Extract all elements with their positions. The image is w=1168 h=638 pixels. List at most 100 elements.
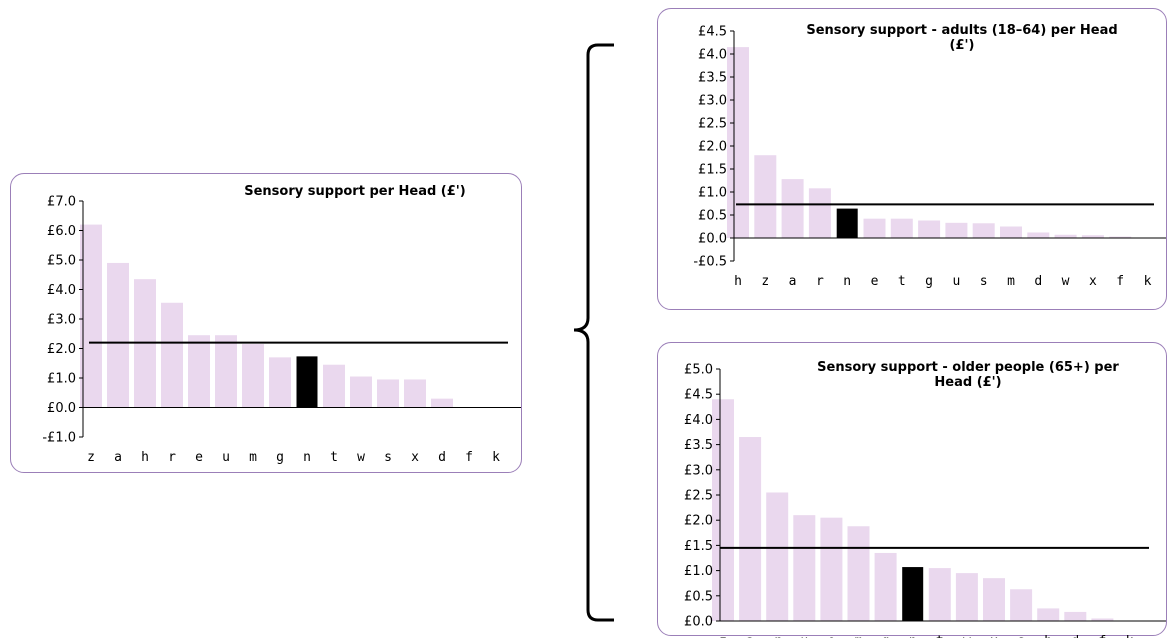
bar-z [712,399,734,621]
category-label-d: d [1071,634,1079,638]
bar-f [1091,618,1114,621]
category-label-n: n [303,450,311,465]
bar-h [727,47,749,238]
y-tick-label: £4.5 [684,388,713,403]
y-tick-label: £2.5 [684,489,713,504]
bar-g [269,357,291,408]
bar-d [1064,611,1087,621]
bar-z [754,155,777,238]
bar-e [820,517,843,621]
category-label-g: g [276,450,284,465]
bar-t [928,568,951,621]
category-label-a: a [789,274,797,289]
bar-u [215,335,237,408]
chart-panel-older: Sensory support - older people (65+) per… [657,342,1167,638]
y-tick-label: £5.0 [684,363,713,378]
y-tick-label: £2.0 [47,342,76,357]
y-tick-label: £0.5 [698,209,727,224]
y-tick-label: £2.0 [684,514,713,529]
bar-g [874,552,897,621]
category-label-u: u [222,450,230,465]
bar-d [1027,232,1050,238]
y-tick-label: £2.5 [698,117,727,132]
category-label-r: r [773,634,781,638]
chart-panel-adults: Sensory support - adults (18–64) per Hea… [657,8,1167,310]
bar-a [739,437,762,621]
y-tick-label: £7.0 [47,195,76,210]
y-tick-label: £3.0 [698,94,727,109]
y-tick-label: £3.0 [684,463,713,478]
bar-m [242,344,264,408]
bar-x [983,578,1005,621]
y-tick-label: £4.5 [698,25,727,40]
category-label-t: t [936,634,944,638]
chart-title: (£') [950,38,975,53]
bar-n [901,566,925,622]
category-label-m: m [249,450,257,465]
chart-adults: Sensory support - adults (18–64) per Hea… [693,23,1166,289]
chart-title: Head (£') [934,375,1001,390]
category-label-e: e [195,450,203,465]
category-label-u: u [952,274,960,289]
y-tick-label: £1.0 [47,372,76,387]
bar-h [1037,608,1060,621]
y-tick-label: -£0.5 [693,255,727,270]
bar-g [918,220,941,238]
bar-u [793,515,816,621]
bar-x [404,379,426,408]
category-label-t: t [898,274,906,289]
category-label-x: x [411,450,419,465]
category-label-z: z [87,450,95,465]
category-label-z: z [761,274,769,289]
y-tick-label: £2.0 [698,140,727,155]
bar-e [863,218,886,238]
y-tick-label: £0.5 [684,589,713,604]
category-label-z: z [719,634,727,638]
category-label-w: w [963,634,971,638]
category-label-k: k [1144,274,1152,289]
y-tick-label: £3.5 [698,71,727,86]
y-tick-label: £4.0 [698,48,727,63]
bar-n [835,207,859,239]
chart-panel-total: Sensory support per Head (£') £7.0 £6.0 £5.… [10,173,522,473]
category-label-f: f [1098,634,1106,638]
category-label-r: r [816,274,824,289]
category-label-f: f [465,450,473,465]
category-label-e: e [871,274,879,289]
bar-e [188,335,210,408]
category-label-f: f [1116,274,1124,289]
category-label-u: u [800,634,808,638]
category-label-h: h [734,274,742,289]
category-label-m: m [855,634,863,638]
chart-title: Sensory support per Head (£') [244,184,465,199]
bar-d [431,398,453,408]
y-tick-label: £3.0 [47,313,76,328]
category-label-d: d [1034,274,1042,289]
category-label-x: x [1089,274,1097,289]
category-label-e: e [827,634,835,638]
y-tick-label: £4.0 [47,283,76,298]
category-label-s: s [384,450,392,465]
y-tick-label: £4.0 [684,413,713,428]
category-label-n: n [843,274,851,289]
bar-m [1000,226,1022,238]
category-label-h: h [141,450,149,465]
y-tick-label: £6.0 [47,224,76,239]
bar-a [781,179,804,238]
category-label-a: a [746,634,754,638]
category-label-g: g [882,634,890,638]
category-label-n: n [909,634,917,638]
bar-t [323,364,345,408]
y-tick-label: £1.5 [698,163,727,178]
chart-older: Sensory support - older people (65+) per… [684,360,1166,638]
category-label-g: g [925,274,933,289]
category-label-r: r [168,450,176,465]
category-label-a: a [114,450,122,465]
category-label-s: s [980,274,988,289]
y-tick-label: £3.5 [684,438,713,453]
category-label-x: x [990,634,998,638]
y-tick-label: -£1.0 [42,431,76,446]
y-tick-label: £0.0 [47,401,76,416]
chart-total: Sensory support per Head (£') £7.0 £6.0 £5.… [42,184,521,465]
